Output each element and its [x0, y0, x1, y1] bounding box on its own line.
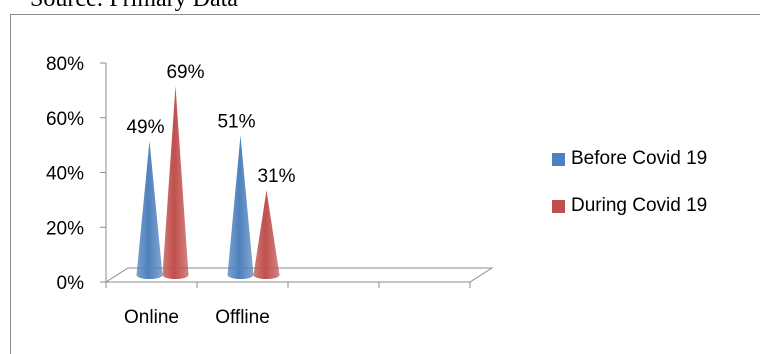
x-tick-label: Offline	[215, 307, 270, 328]
cone-bar	[162, 86, 189, 279]
legend-swatch-before	[552, 152, 565, 166]
legend-item-during: During Covid 19	[552, 192, 707, 220]
chart-floor	[104, 267, 494, 283]
data-label: 51%	[217, 111, 255, 132]
cone-bar	[253, 190, 280, 279]
legend-label-during: During Covid 19	[571, 195, 708, 216]
chart-frame	[10, 14, 760, 354]
cone-chart: 0% 20% 40% 60% 80% Online Offline 49% 69% 51% 31%	[46, 54, 494, 328]
data-label: 49%	[126, 117, 164, 138]
legend-item-before: Before Covid 19	[552, 145, 707, 173]
cone-bar	[227, 135, 254, 279]
source-caption: Source: Primary Data	[30, 0, 238, 13]
data-label: 69%	[166, 62, 204, 83]
legend-label-before: Before Covid 19	[571, 148, 708, 169]
cone-bar	[136, 140, 163, 279]
chart-legend: Before Covid 19 During Covid 19	[552, 145, 707, 239]
data-label: 31%	[257, 166, 295, 187]
x-tick-label: Online	[124, 307, 179, 328]
y-tick-label: 80%	[46, 54, 84, 75]
y-tick-label: 20%	[46, 218, 84, 239]
legend-swatch-during	[552, 199, 565, 213]
y-tick-label: 0%	[57, 273, 85, 294]
y-tick-label: 60%	[46, 109, 84, 130]
y-tick-label: 40%	[46, 164, 84, 185]
